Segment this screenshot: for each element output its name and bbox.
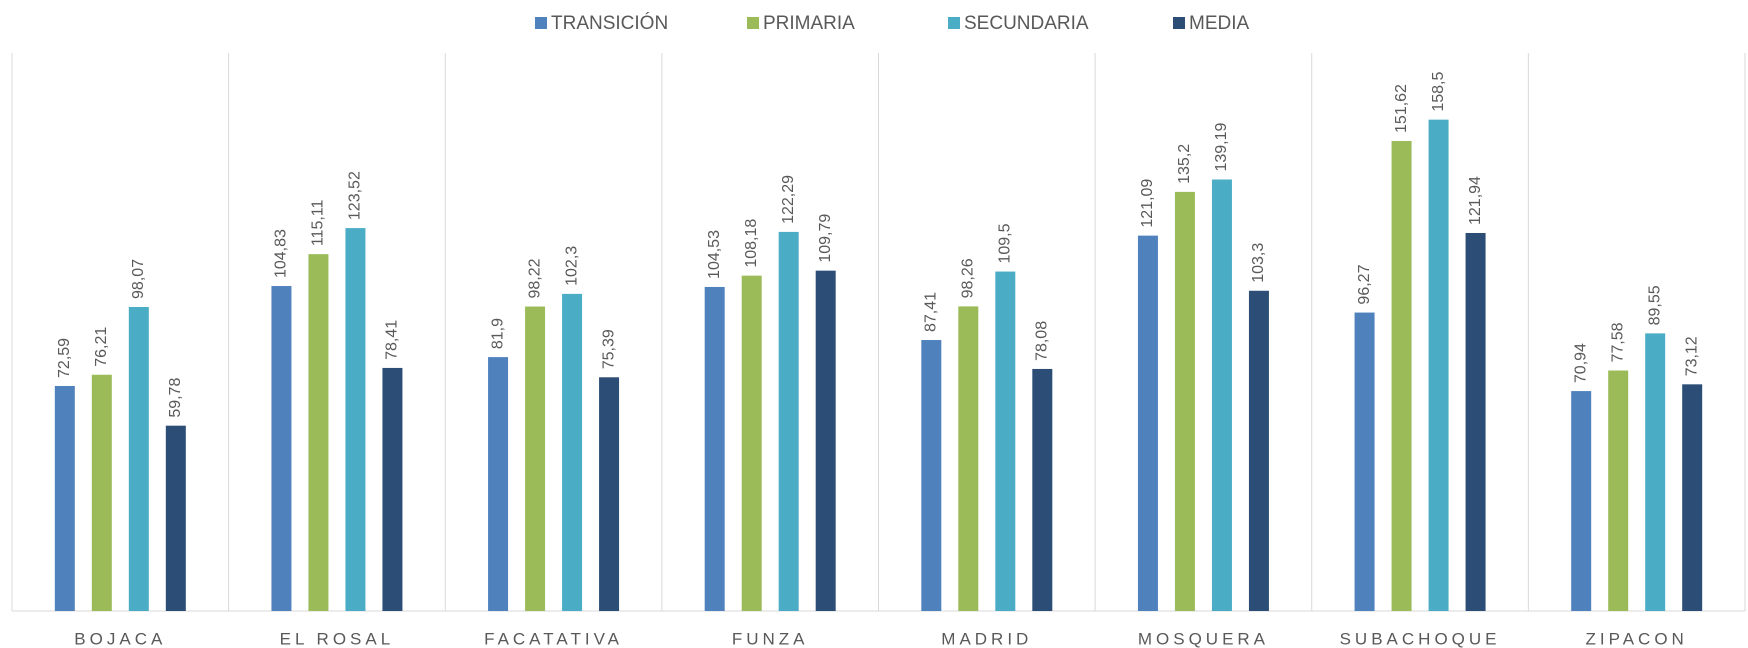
legend-swatch (535, 17, 547, 29)
bar (345, 228, 366, 611)
data-label: 78,08 (1034, 321, 1051, 361)
bar (599, 377, 620, 611)
bar (1428, 119, 1449, 612)
legend-label: TRANSICIÓN (551, 12, 668, 34)
bar (995, 271, 1016, 611)
bar (271, 286, 292, 611)
data-label: 158,5 (1430, 72, 1447, 112)
bar (91, 374, 112, 611)
bar (741, 275, 762, 611)
data-label: 89,55 (1646, 285, 1663, 325)
bar (54, 385, 75, 611)
data-label: 72,59 (56, 338, 73, 378)
bar (128, 306, 149, 611)
x-tick-label: EL ROSAL (280, 629, 395, 648)
x-tick-label: MADRID (941, 629, 1032, 648)
bar (488, 357, 509, 611)
legend-label: MEDIA (1189, 13, 1250, 34)
data-label: 121,09 (1139, 179, 1156, 228)
data-label: 59,78 (167, 378, 184, 418)
data-label: 122,29 (780, 175, 797, 224)
data-label: 76,21 (93, 327, 110, 367)
x-tick-label: ZIPACON (1586, 629, 1688, 648)
bar (308, 254, 329, 611)
bar (1137, 235, 1158, 611)
data-label: 123,52 (347, 171, 364, 220)
x-tick-label: MOSQUERA (1138, 629, 1269, 648)
bar (562, 293, 583, 611)
data-label: 102,3 (563, 246, 580, 286)
bar (1465, 232, 1486, 611)
bar (165, 425, 186, 611)
data-label: 78,41 (384, 320, 401, 360)
data-label: 75,39 (600, 329, 617, 369)
bar (1211, 179, 1232, 612)
bar (704, 286, 725, 611)
data-label: 77,58 (1609, 322, 1626, 362)
bar (1174, 191, 1195, 611)
bar (525, 306, 546, 611)
data-label: 98,26 (960, 258, 977, 298)
data-label: 103,3 (1250, 243, 1267, 283)
data-label: 108,18 (743, 219, 760, 268)
data-label: 73,12 (1683, 336, 1700, 376)
bar (958, 306, 979, 611)
bar (1248, 290, 1269, 611)
bar (778, 231, 799, 611)
data-label: 151,62 (1393, 84, 1410, 133)
legend-label: SECUNDARIA (964, 13, 1089, 34)
bar (1354, 312, 1375, 611)
data-label: 98,22 (526, 258, 543, 298)
legend-label: PRIMARIA (763, 13, 855, 34)
x-tick-label: FACATATIVA (484, 629, 623, 648)
data-label: 87,41 (923, 292, 940, 332)
data-label: 115,11 (310, 199, 327, 246)
bar (1645, 333, 1666, 611)
x-tick-label: BOJACA (74, 629, 166, 648)
data-label: 104,83 (273, 229, 290, 278)
bar (382, 367, 403, 611)
data-label: 96,27 (1356, 264, 1373, 304)
bar (921, 340, 942, 611)
data-label: 109,79 (817, 214, 834, 263)
x-tick-label: FUNZA (732, 629, 809, 648)
bar (1608, 370, 1629, 611)
bar (815, 270, 836, 611)
data-label: 139,19 (1213, 122, 1230, 171)
data-label: 98,07 (130, 259, 147, 299)
bar (1682, 384, 1703, 611)
legend-swatch (1173, 17, 1185, 29)
data-label: 70,94 (1572, 343, 1589, 383)
data-label: 135,2 (1176, 144, 1193, 184)
data-label: 104,53 (706, 230, 723, 279)
x-tick-label: SUBACHOQUE (1340, 629, 1501, 648)
bar (1391, 140, 1412, 611)
legend-swatch (747, 17, 759, 29)
data-label: 121,94 (1467, 176, 1484, 225)
bar (1571, 391, 1592, 611)
data-label: 81,9 (489, 318, 506, 349)
legend-swatch (948, 17, 960, 29)
data-label: 109,5 (997, 223, 1014, 263)
bar (1032, 368, 1053, 611)
